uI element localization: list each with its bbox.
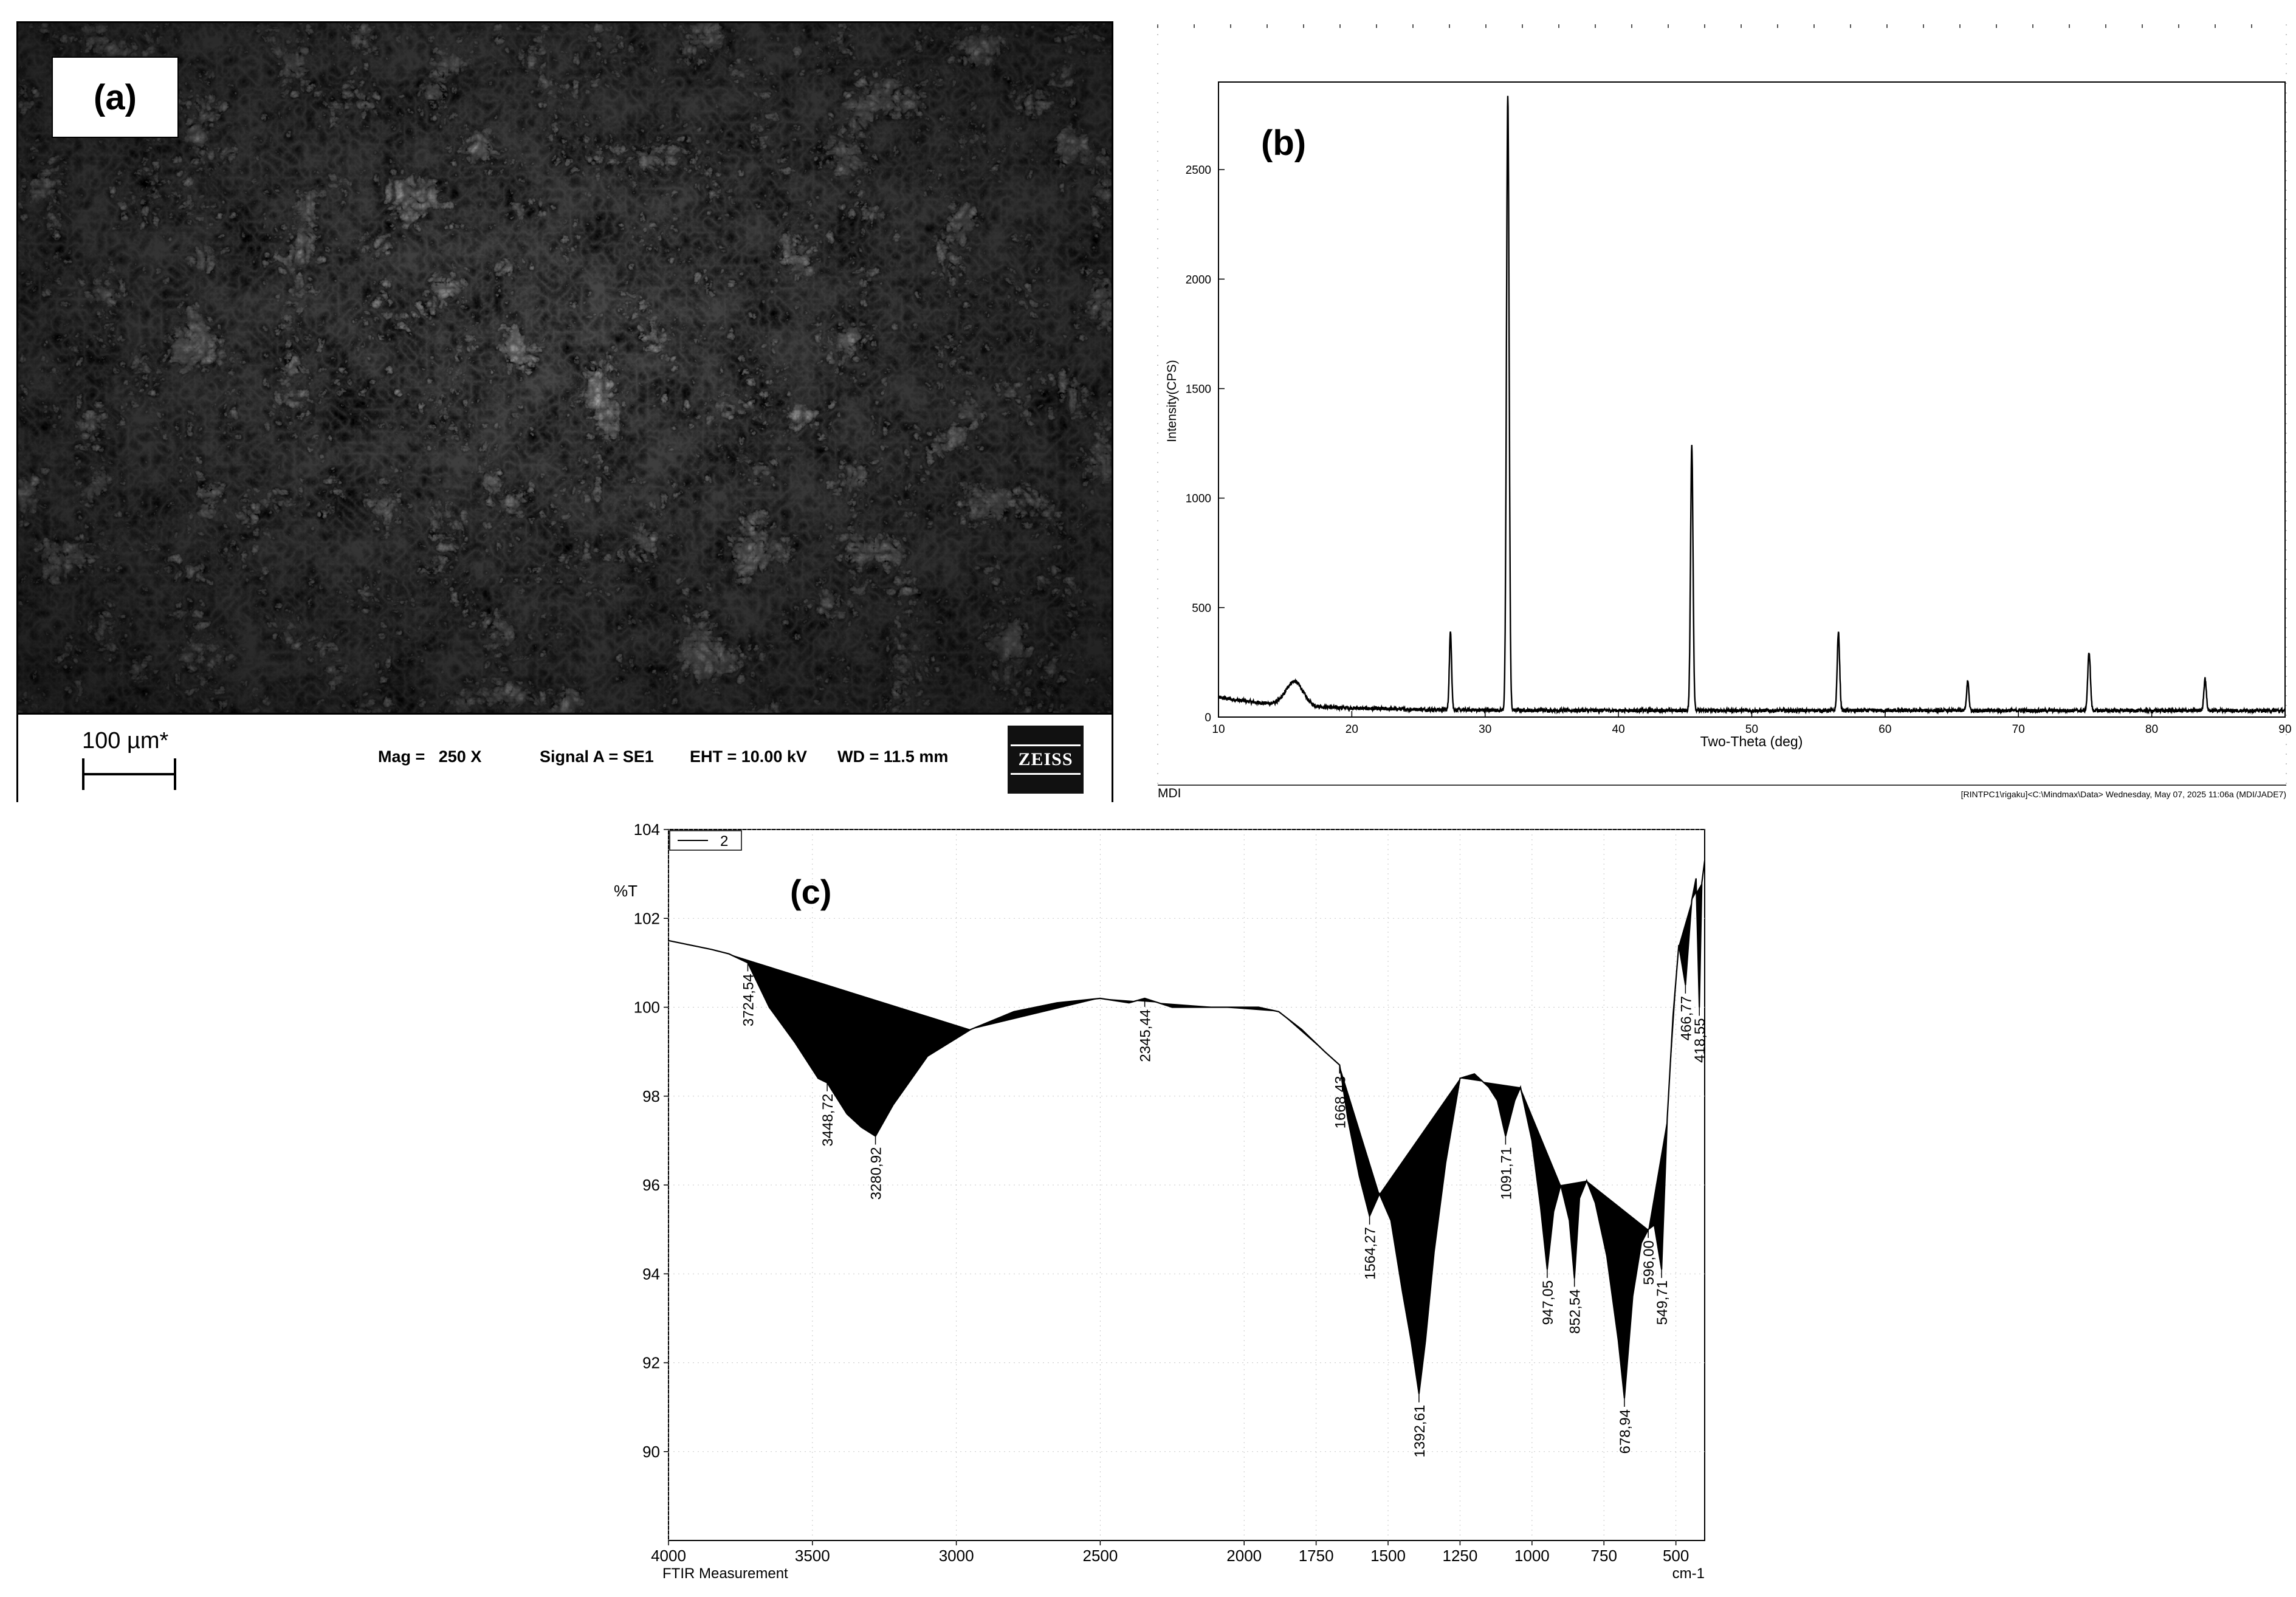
xrd-ylabel: Intensity(CPS) <box>1165 360 1179 442</box>
ftir-annotation-label: 2345,44 <box>1138 1009 1154 1062</box>
xrd-xtick-label: 30 <box>1479 723 1491 736</box>
ftir-peak-annotations: 3724,54 3448,72 3280,92 2345,44 1668,43 1564,… <box>740 963 1708 1457</box>
ftir-xtick-label: 2000 <box>1226 1547 1262 1565</box>
xrd-series-line <box>1217 95 2286 715</box>
xrd-ytick-label: 1500 <box>1186 383 1211 396</box>
ftir-annotation-label: 466,77 <box>1678 996 1694 1040</box>
ftir-xtick-label: 4000 <box>651 1547 686 1565</box>
ftir-xtick-label: 1750 <box>1299 1547 1334 1565</box>
xrd-ytick-label: 500 <box>1192 602 1211 615</box>
ftir-annotation-label: 678,94 <box>1617 1409 1634 1454</box>
zeiss-logo: ZEISS <box>1008 726 1084 794</box>
ftir-ytick-label: 100 <box>634 998 660 1017</box>
xrd-ytick-label: 0 <box>1205 712 1211 724</box>
xrd-footer-left: MDI <box>1158 786 1181 800</box>
xrd-xtick-label: 50 <box>1745 723 1758 736</box>
sem-micrograph <box>18 23 1112 713</box>
ftir-series-line <box>668 860 1706 1399</box>
ftir-annotation-label: 852,54 <box>1567 1290 1584 1334</box>
xrd-footer-right: [RINTPC1\rigaku]<C:\Mindmax\Data> Wednes… <box>1961 789 2286 799</box>
sem-panel-label-box: (a) <box>52 57 179 138</box>
ftir-footer-right: cm-1 <box>1672 1565 1705 1582</box>
wd-text: WD = 11.5 mm <box>837 747 949 766</box>
ftir-xtick-label: 2500 <box>1082 1547 1118 1565</box>
xrd-plot-area <box>1218 81 2286 718</box>
xrd-ytick-label: 2500 <box>1186 164 1211 177</box>
panel-c-label: (c) <box>790 873 831 911</box>
ftir-xtick-label: 3500 <box>795 1547 830 1565</box>
ftir-xtick-label: 1250 <box>1443 1547 1478 1565</box>
xrd-ytick-label: 1000 <box>1186 493 1211 506</box>
ftir-y-axis: 90 92 94 96 98 100 102 104 <box>634 820 669 1461</box>
ftir-xtick-label: 1000 <box>1514 1547 1550 1565</box>
ftir-annotation-label: 1668,43 <box>1332 1076 1349 1129</box>
ftir-annotation-label: 1392,61 <box>1412 1405 1428 1458</box>
ftir-annotation-label: 3724,54 <box>740 974 757 1026</box>
ftir-x-axis: 4000 3500 3000 2500 2000 1750 1500 1250 1000 750 5… <box>651 1540 1689 1565</box>
ftir-annotation-label: 3448,72 <box>820 1094 836 1147</box>
xrd-xlabel: Two-Theta (deg) <box>1700 733 1803 749</box>
xrd-xtick-label: 20 <box>1346 723 1358 736</box>
ftir-annotation-label: 1564,27 <box>1363 1227 1379 1280</box>
scale-bar <box>82 758 176 790</box>
ftir-annotation-label: 947,05 <box>1540 1280 1556 1325</box>
ftir-ytick-label: 104 <box>634 820 660 839</box>
ftir-xtick-label: 750 <box>1591 1547 1617 1565</box>
ftir-xtick-label: 3000 <box>939 1547 974 1565</box>
ftir-annotation-label: 3280,92 <box>868 1147 885 1200</box>
ftir-ytick-label: 92 <box>642 1354 660 1372</box>
ftir-legend: 2 <box>669 830 742 851</box>
xrd-ytick-label: 2000 <box>1186 273 1211 286</box>
ftir-ytick-label: 98 <box>642 1087 660 1105</box>
ftir-ytick-label: 96 <box>642 1176 660 1194</box>
xrd-peaks <box>1294 95 2205 685</box>
ftir-legend-label: 2 <box>720 833 728 850</box>
xrd-x-axis: 10 20 30 40 50 60 70 80 90 <box>1212 711 2291 736</box>
ftir-xtick-label: 1500 <box>1370 1547 1406 1565</box>
panel-a-label: (a) <box>94 77 137 117</box>
eht-text: EHT = 10.00 kV <box>690 747 807 766</box>
ftir-ytick-label: 94 <box>642 1265 660 1283</box>
ftir-xtick-label: 500 <box>1663 1547 1689 1565</box>
panel-b-label: (b) <box>1261 123 1306 163</box>
xrd-frame-dots <box>1157 24 2287 786</box>
scale-bar-label: 100 µm* <box>82 728 169 754</box>
ftir-annotation-label: 596,00 <box>1641 1240 1657 1285</box>
xrd-xtick-label: 60 <box>1878 723 1891 736</box>
ftir-ytick-label: 102 <box>634 909 660 927</box>
ftir-annotation-label: 549,71 <box>1654 1280 1671 1325</box>
ftir-footer-left: FTIR Measurement <box>662 1565 788 1582</box>
ftir-annotation-label: 1091,71 <box>1498 1147 1514 1200</box>
ftir-annotation-label: 418,55 <box>1692 1018 1708 1063</box>
signal-text: Signal A = SE1 <box>540 747 654 766</box>
xrd-y-axis: 0 500 1000 1500 2000 2500 <box>1186 164 1225 724</box>
xrd-xtick-label: 70 <box>2012 723 2025 736</box>
ftir-ytick-label: 90 <box>642 1443 660 1461</box>
mag-text: Mag = 250 X <box>378 747 482 766</box>
xrd-xtick-label: 10 <box>1212 723 1225 736</box>
xrd-xtick-label: 90 <box>2278 723 2291 736</box>
sem-info-bar: 100 µm* Mag = 250 X Signal A = SE1 EHT =… <box>18 713 1112 802</box>
sem-panel: (a) 100 µm* Mag = 250 X Signal A = SE1 E… <box>16 21 1113 802</box>
xrd-xtick-label: 80 <box>2145 723 2158 736</box>
xrd-xtick-label: 40 <box>1612 723 1625 736</box>
zeiss-logo-text: ZEISS <box>1018 749 1073 769</box>
ftir-ylabel: %T <box>614 882 638 900</box>
